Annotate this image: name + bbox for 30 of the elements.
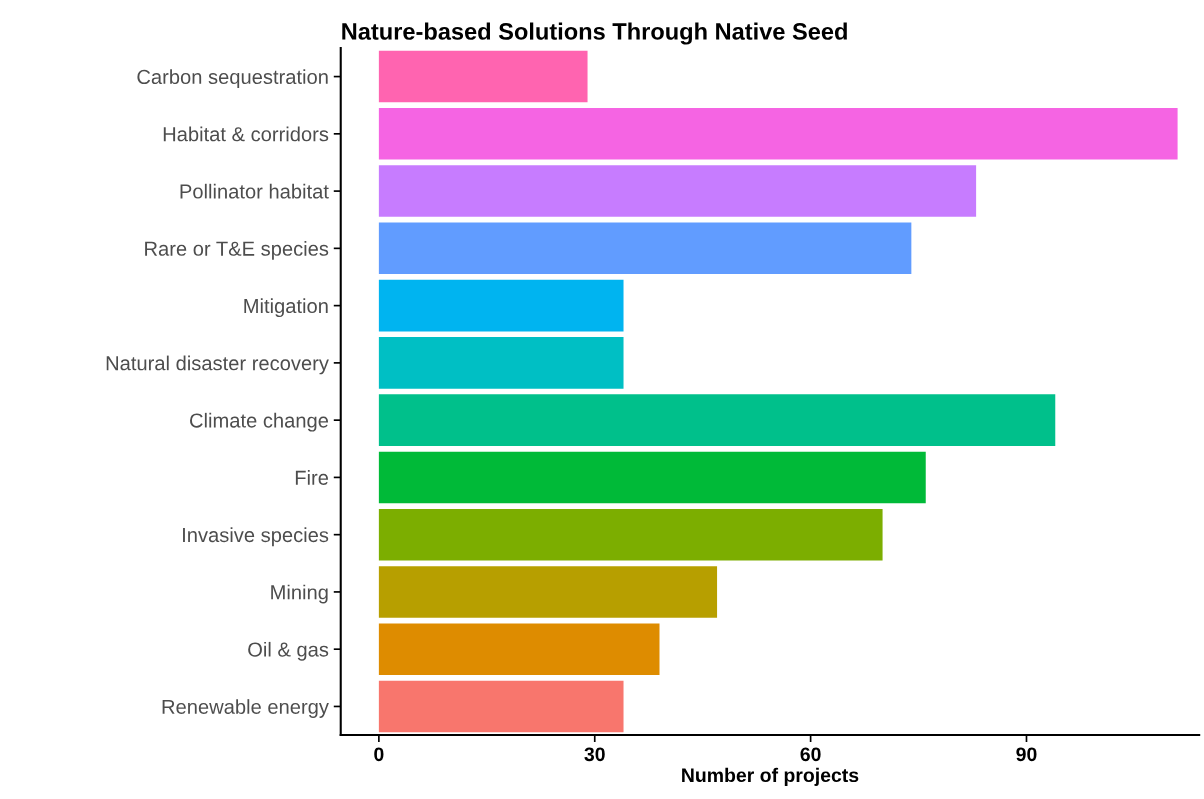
y-tick-label: Fire <box>295 470 329 485</box>
bar <box>378 222 912 275</box>
bar <box>378 108 1178 160</box>
bar <box>378 451 926 504</box>
y-tick-label: Natural disaster recovery <box>106 355 329 375</box>
x-tick-label: 0 <box>374 747 384 762</box>
bar <box>378 680 624 733</box>
bar <box>378 50 588 103</box>
bar <box>378 337 624 389</box>
x-tick-label: 30 <box>584 747 605 762</box>
chart-title: Nature-based Solutions Through Native Seed <box>342 22 847 45</box>
bar <box>378 623 660 675</box>
y-tick-label: Oil & gas <box>248 641 329 661</box>
y-tick-label: Mining <box>271 584 328 604</box>
x-tick-label: 60 <box>800 747 821 762</box>
x-tick-label: 90 <box>1016 747 1037 762</box>
y-tick-label: Rare or T&E species <box>145 241 329 260</box>
y-tick-label: Pollinator habitat <box>180 183 329 199</box>
bar <box>378 279 624 332</box>
y-tick-label: Climate change <box>190 412 329 432</box>
x-axis-title: Number of projects <box>682 767 859 786</box>
y-tick-label: Carbon sequestration <box>137 69 328 89</box>
bar <box>378 508 883 561</box>
bar <box>378 566 718 618</box>
y-tick-label: Invasive species <box>183 527 329 547</box>
y-tick-label: Mitigation <box>244 298 328 318</box>
bar <box>378 394 1056 446</box>
y-tick-label: Renewable energy <box>162 699 329 718</box>
bar <box>378 165 977 217</box>
y-tick-label: Habitat & corridors <box>163 126 329 142</box>
